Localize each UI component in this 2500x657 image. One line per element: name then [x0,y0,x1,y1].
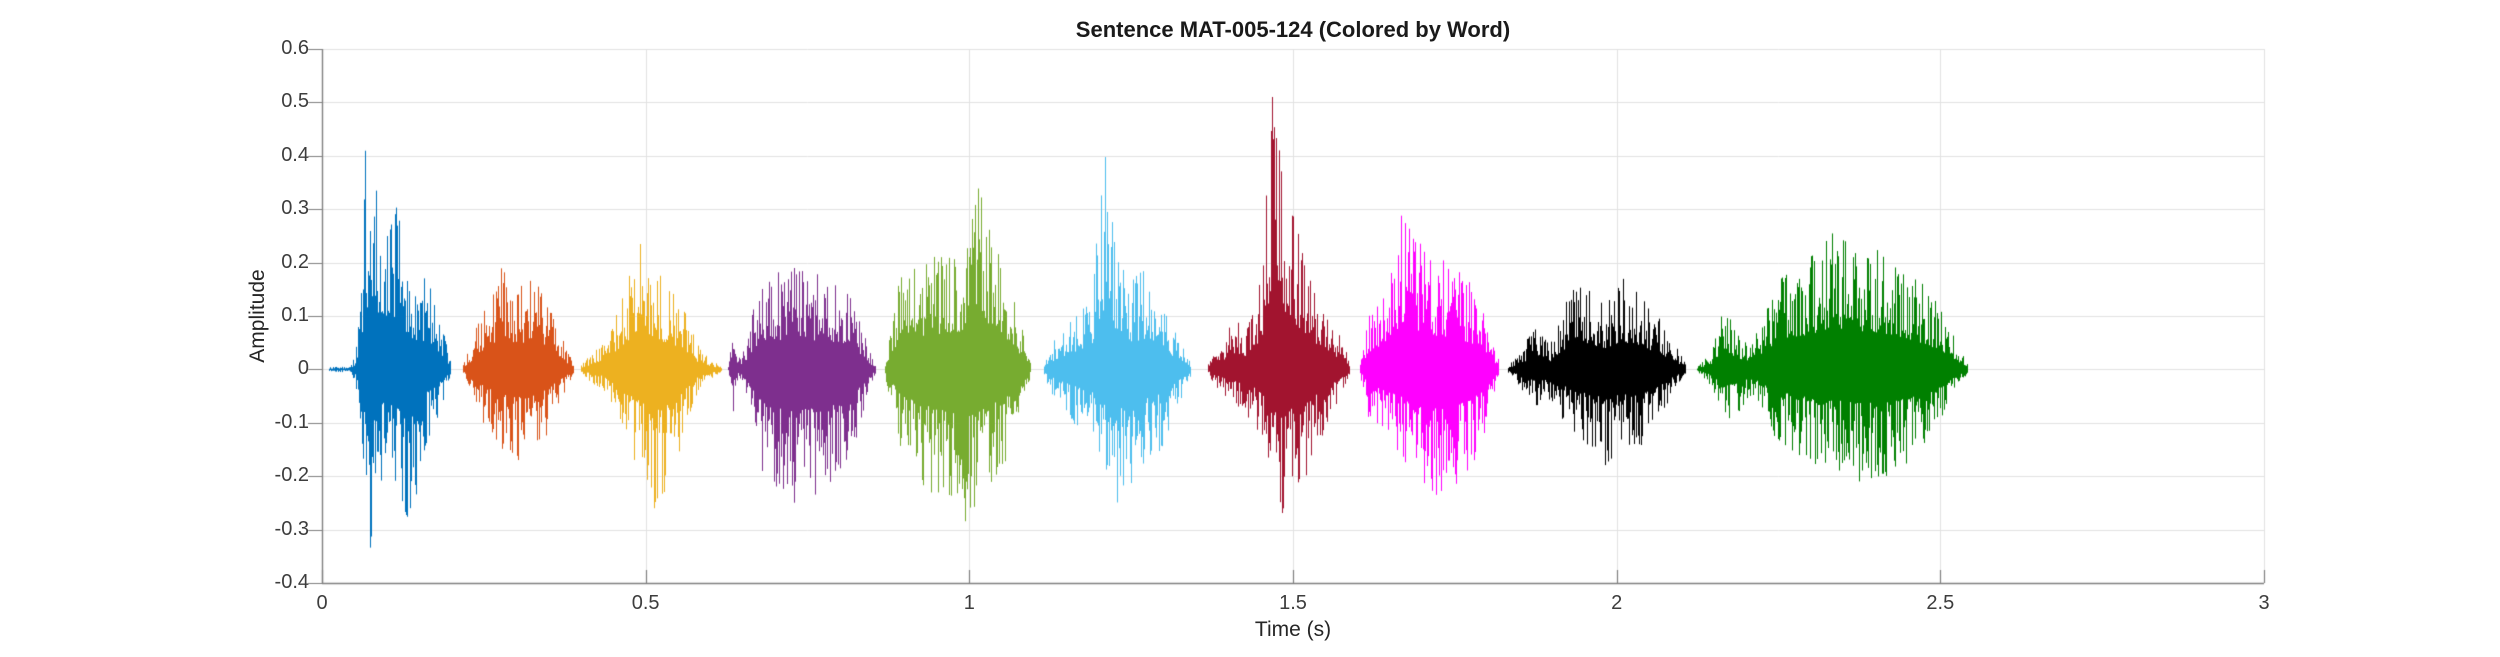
y-tick-label: -0.4 [274,571,309,593]
x-tick-label: 3 [2258,592,2270,614]
x-tick-label: 0.5 [631,592,660,614]
y-tick-label: 0 [297,357,309,380]
x-tick-label: 2.5 [1926,592,1955,614]
y-tick-label: -0.2 [274,464,309,487]
x-tick-label: 2 [1611,592,1623,614]
y-tick-label: 0.4 [281,143,309,166]
x-axis-label: Time (s) [1254,618,1332,641]
y-tick-label: -0.1 [274,410,309,433]
y-tick-label: 0.6 [281,37,309,59]
y-tick-label: -0.3 [274,517,309,540]
y-tick-label: 0.2 [281,250,309,273]
chart-title: Sentence MAT-005-124 (Colored by Word) [1075,17,1511,42]
x-tick-label: 1.5 [1279,592,1307,614]
y-tick-label: 0.3 [281,197,309,220]
y-tick-label: 0.1 [281,304,309,326]
x-tick-label: 0 [316,592,328,614]
y-tick-label: 0.5 [281,90,309,113]
x-tick-label: 1 [963,592,975,614]
